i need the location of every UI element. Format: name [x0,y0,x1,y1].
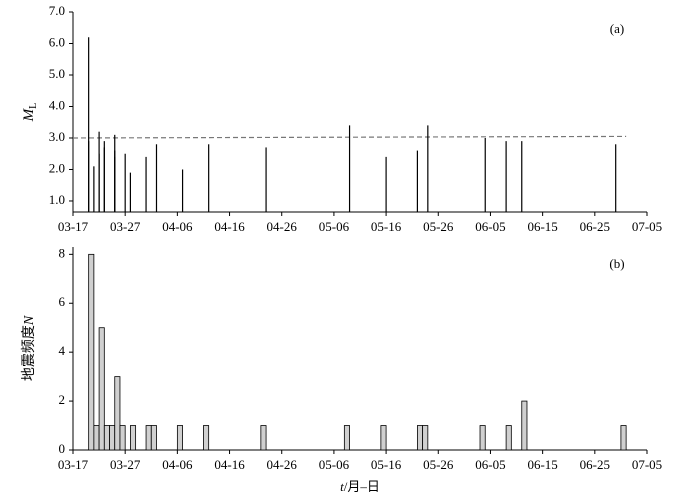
annotation: (b) [609,256,624,271]
y-tick-label: 5.0 [49,66,65,81]
y-tick-label: 0 [59,441,66,456]
y-label-sub: L [28,103,39,109]
bar [343,425,350,451]
bar [176,425,183,451]
y-axis-label: 地震频度N [21,315,37,381]
y-tick-label: 4 [59,343,66,358]
x-tick-label: 07-05 [632,219,662,234]
y-tick-label: 2 [59,392,66,407]
y-tick-label: 1.0 [49,192,65,207]
x-tick-label: 04-06 [162,219,193,234]
y-tick-label: 7.0 [49,3,65,18]
y-axis-label: ML [21,103,39,123]
bar [103,425,110,451]
bar [114,376,121,451]
x-tick-label: 06-25 [580,219,610,234]
x-tick-label: 06-05 [475,457,505,472]
bar [93,425,100,451]
bar [260,425,267,451]
x-label-text: /月–日 [344,479,380,494]
x-tick-label: 04-26 [267,219,298,234]
bar [98,327,105,451]
bar [119,425,126,451]
y-tick-label: 8 [59,245,66,260]
x-tick-label: 06-15 [527,457,557,472]
bar [145,425,152,451]
x-tick-label: 04-16 [214,219,245,234]
x-tick-label: 06-15 [527,219,557,234]
bar [620,425,627,451]
bar [129,425,137,451]
y-label-var: N [22,315,37,326]
x-label-var: t [340,479,344,494]
y-tick-label: 3.0 [49,129,65,144]
x-tick-label: 05-06 [319,457,350,472]
y-tick-label: 6 [59,294,66,309]
bar [422,425,429,451]
bar [479,425,486,451]
x-tick-label: 04-26 [267,457,298,472]
bar [521,400,528,451]
bar [416,425,424,451]
x-tick-label: 03-27 [110,457,141,472]
bar [203,425,210,451]
x-tick-label: 05-16 [371,219,402,234]
x-axis-label: t/月–日 [340,479,380,494]
bar [380,425,387,451]
bar [88,253,95,451]
x-tick-label: 03-27 [110,219,141,234]
bar [150,425,157,451]
bar [505,425,512,451]
x-tick-label: 03-17 [58,219,89,234]
y-tick-label: 6.0 [49,34,65,49]
bar [109,425,116,451]
annotation: (a) [610,21,624,36]
x-tick-label: 05-26 [423,457,454,472]
x-tick-label: 05-06 [319,219,350,234]
y-label-var: M [21,107,37,122]
x-tick-label: 04-16 [214,457,245,472]
x-tick-label: 06-25 [580,457,610,472]
x-tick-label: 04-06 [162,457,193,472]
x-tick-label: 05-26 [423,219,454,234]
y-label-text: 地震频度 [21,325,37,381]
x-tick-label: 05-16 [371,457,402,472]
x-tick-label: 06-05 [475,219,505,234]
y-tick-label: 2.0 [49,160,65,175]
y-tick-label: 4.0 [49,97,65,112]
x-tick-label: 03-17 [58,457,89,472]
x-tick-label: 07-05 [632,457,662,472]
